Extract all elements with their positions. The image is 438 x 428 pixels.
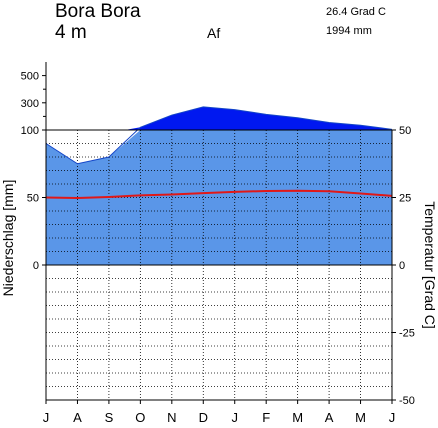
station-elevation: 4 m — [55, 22, 87, 43]
annual-precipitation: 1994 mm — [326, 25, 372, 37]
month-label: A — [325, 410, 334, 425]
right-tick-label: 0 — [399, 260, 405, 272]
humid-area — [46, 130, 392, 265]
left-tick-label: 300 — [21, 98, 39, 110]
y-axis-label-left: Niederschlag [mm] — [0, 180, 16, 297]
grid — [46, 130, 392, 400]
precipitation-areas — [46, 106, 393, 265]
month-label: J — [231, 410, 238, 425]
month-label: D — [199, 410, 208, 425]
perhumid-area — [124, 106, 393, 130]
left-tick-label: 100 — [21, 125, 39, 137]
month-label: M — [292, 410, 303, 425]
y-axis-label-right: Temperatur [Grad C] — [422, 201, 438, 329]
precipitation-line — [45, 106, 393, 165]
series-lines — [45, 106, 393, 200]
left-tick-label: 500 — [21, 71, 39, 83]
temperature-line — [45, 189, 393, 200]
month-label: M — [355, 410, 366, 425]
month-label: J — [43, 410, 50, 425]
right-tick-label: 50 — [399, 125, 411, 137]
mean-temperature: 26.4 Grad C — [326, 6, 386, 18]
right-tick-label: 25 — [399, 193, 411, 205]
right-tick-label: -25 — [399, 328, 415, 340]
month-label: F — [262, 410, 270, 425]
month-label: S — [105, 410, 114, 425]
month-label: O — [135, 410, 145, 425]
left-tick-label: 0 — [33, 260, 39, 272]
month-label: N — [167, 410, 176, 425]
left-tick-label: 50 — [27, 193, 39, 205]
month-label: J — [389, 410, 396, 425]
climate-class: Af — [207, 25, 220, 41]
axes — [42, 62, 396, 404]
month-label: A — [73, 410, 82, 425]
right-tick-label: -50 — [399, 395, 415, 407]
station-name: Bora Bora — [55, 1, 141, 22]
